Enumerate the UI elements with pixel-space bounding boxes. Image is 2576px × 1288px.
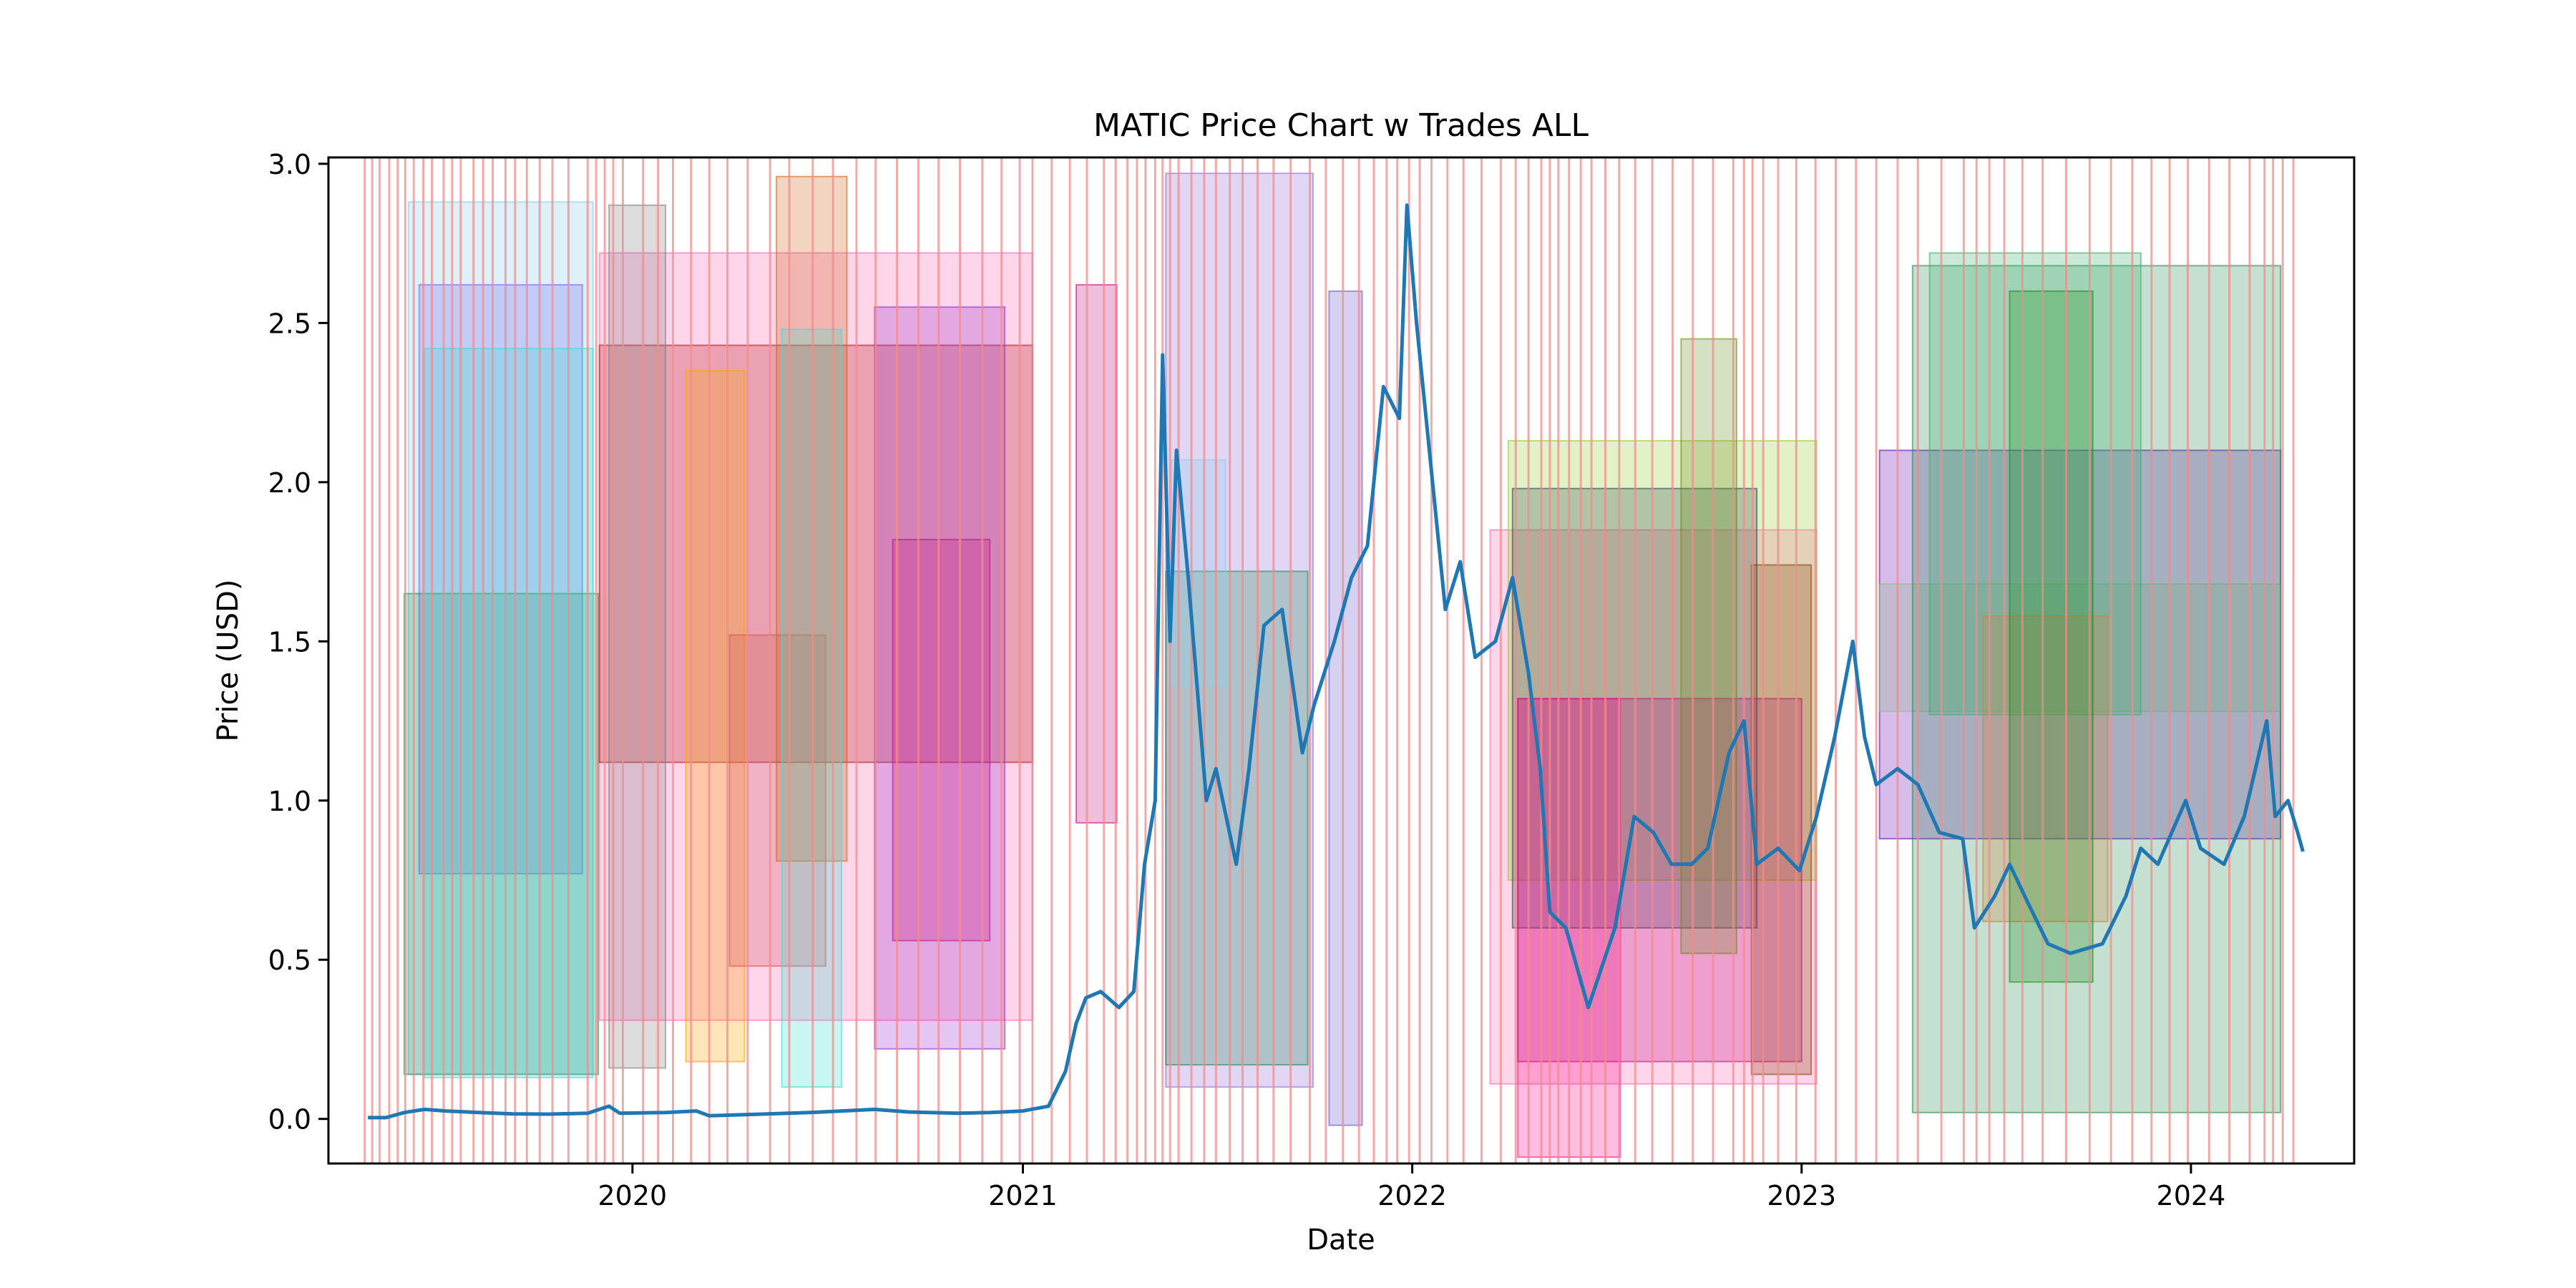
trade-box (403, 592, 600, 1075)
x-tick-label: 2020 (598, 1180, 668, 1211)
y-tick-label: 0.0 (268, 1104, 311, 1136)
trade-box (407, 201, 594, 1075)
trade-lines (364, 157, 2295, 1163)
x-tick-label: 2023 (1767, 1180, 1836, 1211)
trade-box (1680, 338, 1737, 955)
trade-box (728, 634, 826, 967)
trade-box (892, 538, 991, 942)
x-axis: 2020 2021 2022 2023 2024 (598, 1163, 2226, 1211)
trade-box (1911, 265, 2282, 1113)
x-tick-label: 2022 (1377, 1180, 1447, 1211)
y-tick-label: 1.0 (268, 786, 311, 817)
price-line-group (368, 203, 2305, 1120)
y-tick-label: 2.5 (268, 308, 311, 339)
plot-frame (327, 156, 2356, 1165)
trade-box (1517, 698, 1802, 1063)
y-tick-label: 0.5 (268, 945, 311, 976)
trade-box (608, 204, 667, 1069)
trade-box (685, 370, 746, 1063)
trade-box (1750, 564, 1813, 1075)
trade-box (1075, 283, 1118, 824)
x-axis-label: Date (1307, 1224, 1375, 1257)
y-tick-label: 3.0 (268, 149, 311, 180)
y-tick-label: 1.5 (268, 626, 311, 658)
x-tick-label: 2024 (2157, 1180, 2226, 1211)
chart-title: MATIC Price Chart w Trades ALL (1093, 107, 1589, 144)
y-axis: 0.0 0.5 1.0 1.5 2.0 2.5 3.0 (268, 149, 328, 1136)
trade-box (418, 283, 583, 875)
y-axis-label: Price (USD) (212, 580, 245, 742)
trade-box (1328, 290, 1363, 1126)
y-tick-label: 2.0 (268, 467, 311, 499)
trade-box (1165, 570, 1309, 1066)
trade-box (1878, 449, 2282, 840)
x-tick-label: 2021 (988, 1180, 1058, 1211)
trade-box (1507, 439, 1818, 882)
price-line (368, 203, 2305, 1120)
